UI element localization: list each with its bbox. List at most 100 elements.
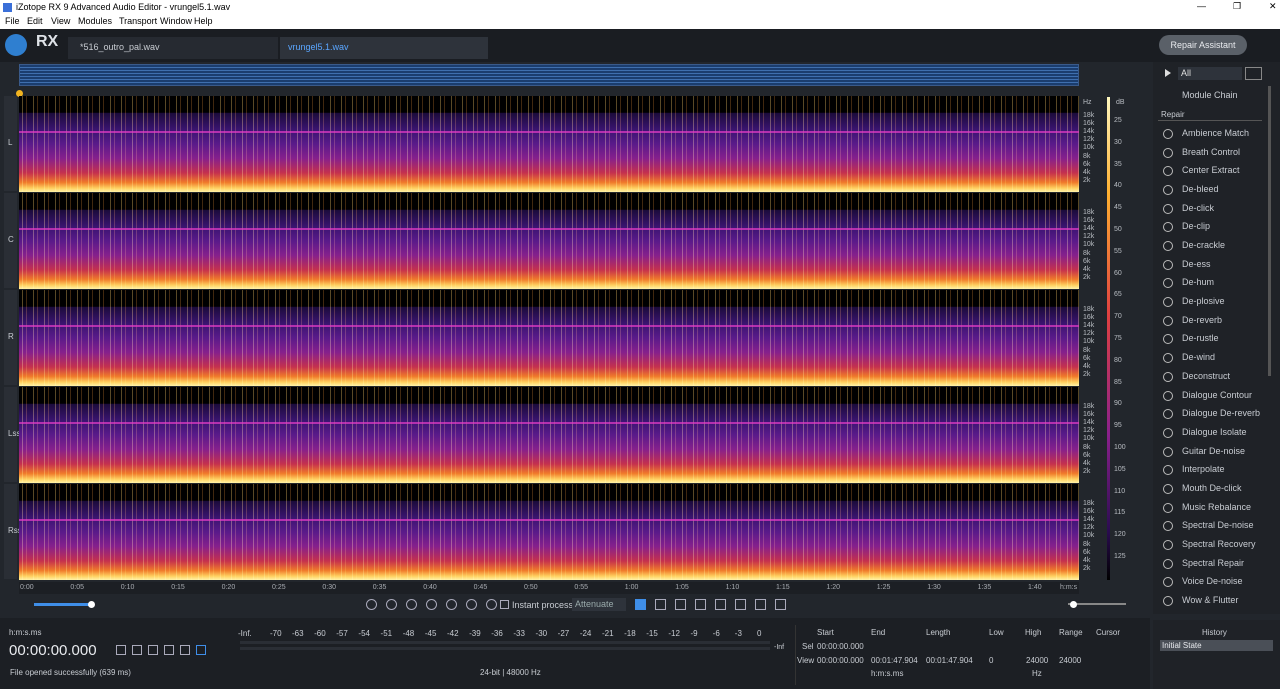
panel-menu-button[interactable] bbox=[1245, 67, 1262, 80]
module-item[interactable]: De-reverb bbox=[1182, 314, 1223, 325]
module-item[interactable]: Spectral De-noise bbox=[1182, 520, 1254, 531]
tab-label[interactable]: vrungel5.1.wav bbox=[288, 42, 349, 52]
module-item[interactable]: Spectral Repair bbox=[1182, 557, 1245, 568]
menu-item[interactable]: Modules bbox=[78, 16, 113, 26]
time-format[interactable]: h:m:s.ms bbox=[9, 628, 42, 637]
format-info: 24-bit | 48000 Hz bbox=[480, 668, 541, 677]
module-item[interactable]: De-clip bbox=[1182, 221, 1211, 232]
play-chain-button[interactable] bbox=[1165, 69, 1171, 77]
freq-label: 2k bbox=[1083, 370, 1091, 378]
repair-assistant-button[interactable]: Repair Assistant bbox=[1159, 35, 1247, 55]
selection-tool[interactable] bbox=[655, 599, 666, 610]
module-item[interactable]: Interpolate bbox=[1182, 464, 1225, 475]
transport-button[interactable] bbox=[196, 645, 206, 655]
tool-button[interactable] bbox=[426, 599, 437, 610]
module-item[interactable]: De-hum bbox=[1182, 277, 1215, 288]
module-item[interactable]: Music Rebalance bbox=[1182, 501, 1252, 512]
logo: RX bbox=[36, 33, 59, 50]
filter-dropdown[interactable]: All bbox=[1178, 67, 1242, 80]
module-item[interactable]: De-wind bbox=[1182, 352, 1216, 363]
module-icon bbox=[1163, 315, 1173, 326]
zoom-knob[interactable] bbox=[88, 601, 95, 608]
spectrogram bbox=[19, 484, 1079, 580]
time-display: 00:00:00.000 bbox=[9, 642, 97, 659]
module-item[interactable]: De-rustle bbox=[1182, 333, 1219, 344]
selection-tool[interactable] bbox=[695, 599, 706, 610]
module-item[interactable]: De-bleed bbox=[1182, 184, 1219, 195]
meter-label: -42 bbox=[446, 629, 459, 638]
module-item[interactable]: De-plosive bbox=[1182, 296, 1225, 307]
menu-item[interactable]: File bbox=[5, 16, 20, 26]
meter-label: -30 bbox=[535, 629, 548, 638]
freq-label: 18k bbox=[1083, 112, 1095, 119]
module-item[interactable]: Voice De-noise bbox=[1182, 576, 1243, 587]
selection-tool[interactable] bbox=[735, 599, 746, 610]
tool-button[interactable] bbox=[486, 599, 497, 610]
module-icon bbox=[1163, 334, 1173, 345]
history-item[interactable]: Initial State bbox=[1160, 640, 1273, 651]
module-chain[interactable]: Module Chain bbox=[1182, 90, 1238, 100]
module-icon bbox=[1163, 166, 1173, 177]
menu-bar bbox=[0, 15, 1280, 29]
tool-button[interactable] bbox=[386, 599, 397, 610]
freq-zoom-knob[interactable] bbox=[1070, 601, 1077, 608]
meter-label: -12 bbox=[668, 629, 680, 638]
menu-item[interactable]: Edit bbox=[27, 16, 43, 26]
tool-button[interactable] bbox=[366, 599, 377, 610]
module-item[interactable]: Center Extract bbox=[1182, 165, 1240, 176]
tool-button[interactable] bbox=[466, 599, 477, 610]
window-button[interactable]: ❐ bbox=[1233, 1, 1242, 11]
module-item[interactable]: Dialogue Contour bbox=[1182, 389, 1253, 400]
selection-tool[interactable] bbox=[675, 599, 686, 610]
module-item[interactable]: Mouth De-click bbox=[1182, 482, 1242, 493]
transport-button[interactable] bbox=[148, 645, 158, 655]
instant-process-checkbox[interactable] bbox=[500, 600, 509, 609]
panel-scrollbar bbox=[1268, 86, 1271, 376]
tool-button[interactable] bbox=[406, 599, 417, 610]
window-button[interactable]: ✕ bbox=[1269, 1, 1277, 11]
module-item[interactable]: Guitar De-noise bbox=[1182, 445, 1246, 456]
module-item[interactable]: De-crackle bbox=[1182, 240, 1226, 251]
module-item[interactable]: De-click bbox=[1182, 202, 1215, 213]
db-label: 100 bbox=[1114, 444, 1126, 451]
module-item[interactable]: De-ess bbox=[1182, 258, 1211, 269]
module-item[interactable]: Dialogue De-reverb bbox=[1182, 408, 1261, 419]
module-item[interactable]: Deconstruct bbox=[1182, 370, 1231, 381]
tab-label[interactable]: *516_outro_pal.wav bbox=[80, 42, 160, 52]
selection-tool[interactable] bbox=[775, 599, 786, 610]
time-label: 1:15 bbox=[776, 584, 790, 591]
transport-button[interactable] bbox=[116, 645, 126, 655]
colorbar bbox=[1107, 97, 1110, 580]
db-label: 115 bbox=[1114, 509, 1126, 517]
window-title: iZotope RX 9 Advanced Audio Editor - vru… bbox=[16, 2, 231, 12]
module-item[interactable]: Dialogue Isolate bbox=[1182, 426, 1247, 437]
time-unit: h:m:s bbox=[1060, 584, 1078, 591]
freq-label: 16k bbox=[1083, 314, 1095, 322]
menu-item[interactable]: Transport bbox=[119, 16, 158, 26]
selection-tool[interactable] bbox=[755, 599, 766, 610]
transport-button[interactable] bbox=[180, 645, 190, 655]
tool-button[interactable] bbox=[446, 599, 457, 610]
window-button[interactable]: — bbox=[1197, 1, 1206, 11]
module-icon bbox=[1163, 502, 1173, 513]
transport-button[interactable] bbox=[164, 645, 174, 655]
menu-item[interactable]: View bbox=[51, 16, 71, 26]
transport-button[interactable] bbox=[132, 645, 142, 655]
menu-item[interactable]: Window bbox=[160, 16, 193, 26]
module-item[interactable]: Spectral Recovery bbox=[1182, 538, 1256, 549]
meter-label: -3 bbox=[734, 629, 742, 638]
module-item[interactable]: Ambience Match bbox=[1182, 128, 1250, 138]
channel-label-strip bbox=[4, 96, 17, 191]
mode-dropdown[interactable]: Attenuate bbox=[572, 598, 626, 611]
freq-label: 2k bbox=[1083, 564, 1091, 572]
selection-tool[interactable] bbox=[715, 599, 726, 610]
module-icon bbox=[1163, 483, 1173, 494]
menu-item[interactable]: Help bbox=[194, 16, 213, 26]
freq-label: 2k bbox=[1083, 176, 1091, 184]
selection-tool[interactable] bbox=[635, 599, 646, 610]
history-title: History bbox=[1202, 628, 1227, 637]
module-item[interactable]: Wow & Flutter bbox=[1182, 595, 1239, 605]
module-item[interactable]: Breath Control bbox=[1182, 146, 1241, 157]
channel-label: Lss bbox=[8, 429, 21, 438]
